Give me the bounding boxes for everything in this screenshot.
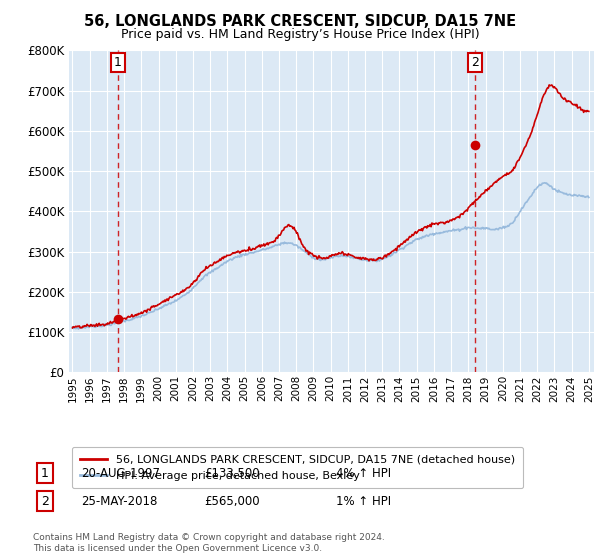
Text: 56, LONGLANDS PARK CRESCENT, SIDCUP, DA15 7NE: 56, LONGLANDS PARK CRESCENT, SIDCUP, DA1… — [84, 14, 516, 29]
Text: 1% ↑ HPI: 1% ↑ HPI — [336, 494, 391, 508]
Text: 25-MAY-2018: 25-MAY-2018 — [81, 494, 157, 508]
Text: 1: 1 — [114, 56, 122, 69]
Text: 4% ↑ HPI: 4% ↑ HPI — [336, 466, 391, 480]
Text: £565,000: £565,000 — [204, 494, 260, 508]
Text: £133,500: £133,500 — [204, 466, 260, 480]
Text: 2: 2 — [471, 56, 479, 69]
Text: 2: 2 — [41, 494, 49, 508]
Text: 20-AUG-1997: 20-AUG-1997 — [81, 466, 160, 480]
Text: Contains HM Land Registry data © Crown copyright and database right 2024.
This d: Contains HM Land Registry data © Crown c… — [33, 533, 385, 553]
Legend: 56, LONGLANDS PARK CRESCENT, SIDCUP, DA15 7NE (detached house), HPI: Average pri: 56, LONGLANDS PARK CRESCENT, SIDCUP, DA1… — [72, 447, 523, 488]
Text: Price paid vs. HM Land Registry’s House Price Index (HPI): Price paid vs. HM Land Registry’s House … — [121, 28, 479, 41]
Text: 1: 1 — [41, 466, 49, 480]
